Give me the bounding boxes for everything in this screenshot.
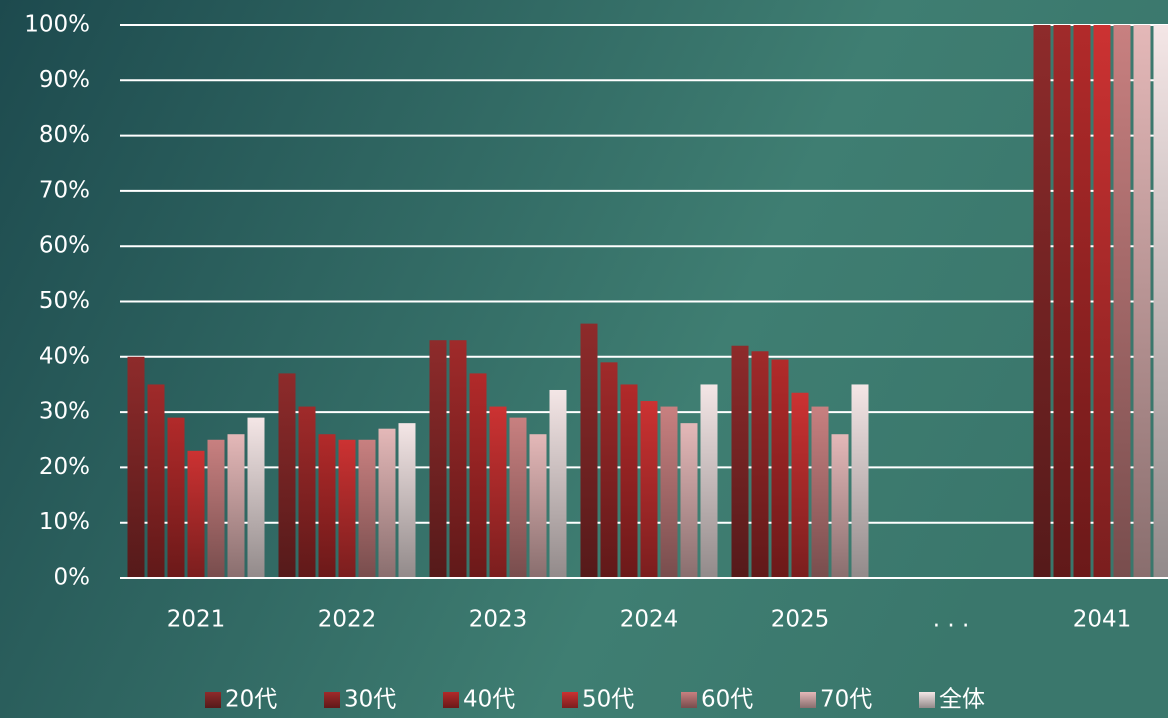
legend-label: 全体: [939, 687, 985, 713]
x-tick-label: 2023: [469, 607, 528, 633]
y-tick-label: 50%: [39, 288, 90, 314]
legend-swatch: [324, 692, 340, 708]
bar: [378, 428, 396, 578]
bar: [1133, 25, 1151, 578]
y-tick-label: 70%: [39, 177, 90, 203]
bar: [278, 373, 296, 578]
legend-label: 60代: [701, 687, 753, 713]
bar: [811, 406, 829, 578]
bar: [1073, 25, 1091, 578]
bar: [358, 439, 376, 578]
bar: [338, 439, 356, 578]
bar: [227, 434, 245, 578]
y-tick-label: 90%: [39, 67, 90, 93]
bar: [147, 384, 165, 578]
y-tick-label: 100%: [24, 12, 90, 38]
bar: [469, 373, 487, 578]
bar: [449, 340, 467, 578]
bar: [831, 434, 849, 578]
x-tick-label: 2024: [620, 607, 679, 633]
x-tick-label: 2022: [318, 607, 377, 633]
bar: [207, 439, 225, 578]
y-tick-label: 30%: [39, 399, 90, 425]
legend-label: 20代: [225, 687, 277, 713]
bar: [247, 417, 265, 578]
bar: [127, 356, 145, 578]
bar: [509, 417, 527, 578]
bar: [1053, 25, 1071, 578]
y-tick-label: 0%: [54, 565, 91, 591]
bar: [771, 359, 789, 578]
y-tick-label: 40%: [39, 343, 90, 369]
y-tick-label: 10%: [39, 509, 90, 535]
y-tick-label: 20%: [39, 454, 90, 480]
bar: [1033, 25, 1051, 578]
legend-swatch: [205, 692, 221, 708]
y-tick-label: 80%: [39, 122, 90, 148]
bar: [751, 351, 769, 578]
x-tick-label: . . .: [933, 607, 970, 633]
bar: [1153, 25, 1168, 578]
legend-swatch: [681, 692, 697, 708]
x-tick-label: 2041: [1073, 607, 1132, 633]
x-tick-label: 2025: [771, 607, 830, 633]
x-tick-label: 2021: [167, 607, 226, 633]
legend-label: 50代: [582, 687, 634, 713]
legend-label: 40代: [463, 687, 515, 713]
bar: [600, 362, 618, 578]
bar: [680, 423, 698, 578]
bar: [429, 340, 447, 578]
bar: [489, 406, 507, 578]
bar: [529, 434, 547, 578]
bar: [318, 434, 336, 578]
bar: [398, 423, 416, 578]
bar: [167, 417, 185, 578]
bar: [851, 384, 869, 578]
bar: [187, 450, 205, 578]
bar: [660, 406, 678, 578]
legend-label: 70代: [820, 687, 872, 713]
bar: [620, 384, 638, 578]
bar: [1093, 25, 1111, 578]
bar: [640, 401, 658, 578]
bar: [580, 323, 598, 578]
legend-swatch: [800, 692, 816, 708]
bar: [549, 389, 567, 578]
bar: [298, 406, 316, 578]
legend-swatch: [443, 692, 459, 708]
bar: [731, 345, 749, 578]
bar: [791, 392, 809, 578]
legend-swatch: [919, 692, 935, 708]
legend-swatch: [562, 692, 578, 708]
y-tick-label: 60%: [39, 233, 90, 259]
bar: [700, 384, 718, 578]
legend-label: 30代: [344, 687, 396, 713]
bar: [1113, 25, 1131, 578]
